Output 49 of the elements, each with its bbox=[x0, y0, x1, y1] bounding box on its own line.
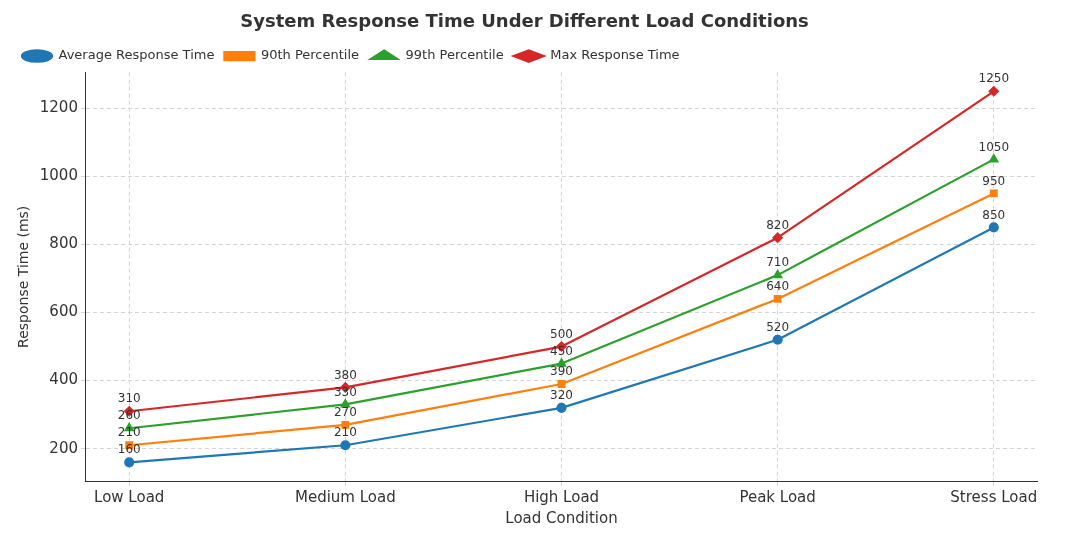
point bbox=[124, 457, 135, 468]
y-tick-label: 1200 bbox=[39, 98, 78, 117]
legend-label: 90th Percentile bbox=[260, 47, 360, 63]
legend-label: 99th Percentile bbox=[405, 47, 504, 63]
point bbox=[772, 334, 783, 345]
point bbox=[556, 402, 567, 413]
y-tick-label: 200 bbox=[49, 438, 78, 457]
point bbox=[988, 222, 999, 233]
point bbox=[989, 154, 999, 163]
data-label: 390 bbox=[550, 364, 573, 379]
point bbox=[340, 440, 351, 451]
x-tick-label: Low Load bbox=[94, 487, 165, 506]
x-tick-label: Stress Load bbox=[950, 487, 1038, 506]
data-label: 520 bbox=[766, 319, 790, 334]
data-label: 210 bbox=[117, 425, 141, 440]
data-label: 640 bbox=[766, 279, 790, 294]
data-label: 950 bbox=[982, 173, 1006, 188]
data-label: 380 bbox=[333, 367, 357, 382]
data-label: 160 bbox=[117, 442, 141, 457]
legend-label: Max Response Time bbox=[550, 47, 680, 63]
data-label: 1250 bbox=[978, 71, 1010, 86]
x-tick-label: High Load bbox=[523, 487, 600, 506]
point bbox=[772, 232, 783, 243]
y-tick-label: 800 bbox=[49, 234, 78, 253]
y-axis-title: Response Time (ms) bbox=[15, 205, 32, 348]
data-label: 1050 bbox=[978, 139, 1010, 154]
data-label: 330 bbox=[333, 384, 357, 399]
data-label: 310 bbox=[117, 391, 141, 406]
point bbox=[988, 86, 999, 97]
x-tick-label: Peak Load bbox=[739, 487, 816, 506]
x-axis-title: Load Condition bbox=[505, 508, 618, 527]
point bbox=[773, 270, 783, 279]
data-label: 850 bbox=[982, 207, 1006, 222]
data-label: 320 bbox=[550, 387, 573, 402]
point bbox=[773, 294, 782, 303]
point bbox=[557, 380, 566, 388]
data-label: 270 bbox=[333, 404, 357, 419]
data-label: 260 bbox=[117, 408, 141, 423]
y-tick-label: 400 bbox=[49, 370, 78, 389]
y-tick-label: 1000 bbox=[39, 166, 78, 185]
chart-title: System Response Time Under Different Load Conditions bbox=[240, 10, 809, 32]
point bbox=[989, 189, 998, 198]
x-tick-label: Medium Load bbox=[294, 487, 396, 506]
y-tick-label: 600 bbox=[49, 302, 78, 321]
data-label: 500 bbox=[550, 326, 573, 341]
data-label: 820 bbox=[766, 217, 790, 232]
data-label: 210 bbox=[333, 425, 357, 440]
data-label: 710 bbox=[766, 255, 790, 270]
legend-label: Average Response Time bbox=[58, 47, 215, 63]
